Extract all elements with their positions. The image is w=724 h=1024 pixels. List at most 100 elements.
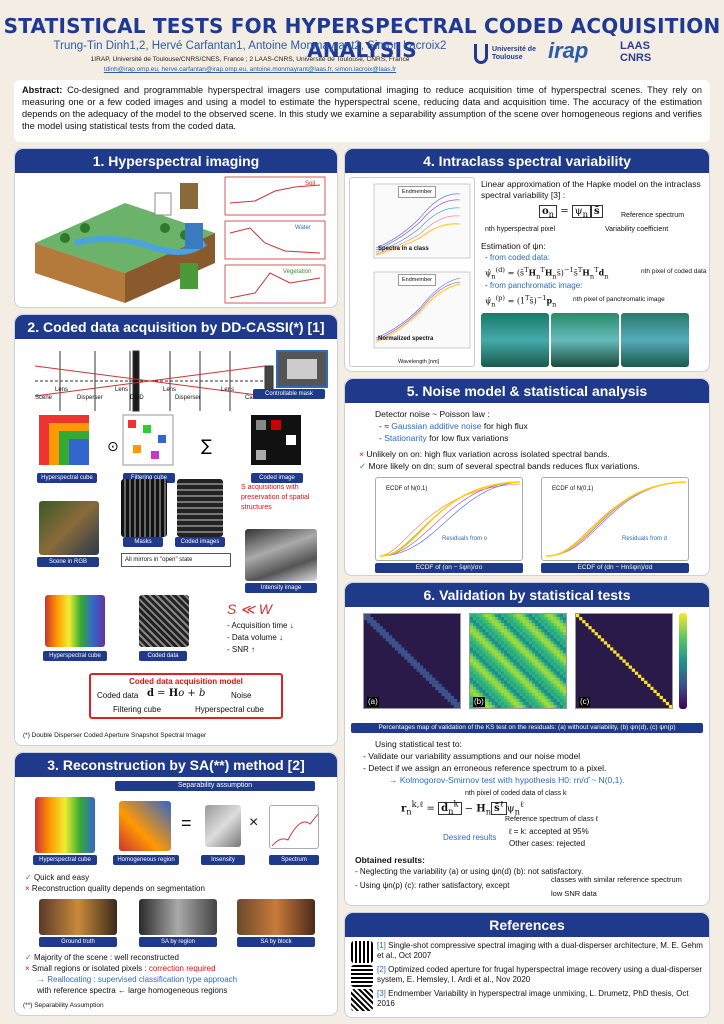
label-sa-homog: Homogeneous region xyxy=(113,855,179,865)
endmember-legend-2: Endmember xyxy=(398,274,436,286)
model-filtering: Filtering cube xyxy=(113,705,162,714)
residual-equation: rnk,ℓ = dnk − Hn s̄ℓ ψnℓ xyxy=(401,799,524,817)
label-sa-insensity: Insensity xyxy=(201,855,245,865)
footnote-ddcassi: (*) Double Disperser Coded Aperture Snap… xyxy=(23,732,207,739)
label-intensity: Intensity image xyxy=(245,583,317,593)
panel-title: 4. Intraclass spectral variability xyxy=(345,149,709,173)
label-controllable-mask: Controllable mask xyxy=(253,389,325,399)
obtained-2b: low SNR data xyxy=(551,889,597,898)
heatmap-label-a: (a) xyxy=(367,697,379,707)
spectrum-curve-icon xyxy=(271,813,319,847)
heatmap-c-grid xyxy=(576,614,673,709)
unlikely-on: × Unlikely on on: high flux variation ac… xyxy=(359,449,610,459)
emails[interactable]: tdinh@irap.omp.eu, herve.carfantan@irap.… xyxy=(103,66,397,73)
model-noise: Noise xyxy=(231,691,252,700)
panel-title: 5. Noise model & statistical analysis xyxy=(345,379,709,403)
heatmap-b xyxy=(469,613,567,709)
desired-results: Desired results xyxy=(443,833,497,842)
masks-stack xyxy=(121,479,167,537)
acquisitions-text: S acquisitions with preservation of spat… xyxy=(241,484,310,511)
water-label: Water xyxy=(295,225,311,231)
psi-map xyxy=(481,313,549,367)
pan-estimate-equation: ψ̂n(p) = (1Ts̄)−1pn xyxy=(485,294,557,309)
dd-cassi-optical-diagram xyxy=(34,350,328,412)
panel-coded-acquisition: 2. Coded data acquisition by DD-CASSI(*)… xyxy=(14,314,338,746)
label-lens-2: Lens xyxy=(115,387,129,393)
heatmap-caption: Percentages map of validation of the KS … xyxy=(351,723,703,733)
ecdf-label-d: ECDF of N(0,1) xyxy=(552,484,594,494)
panel-title: References xyxy=(345,913,709,937)
qr-code-3[interactable] xyxy=(351,989,373,1011)
panel-title: 2. Coded data acquisition by DD-CASSI(*)… xyxy=(15,315,337,339)
nth-coded-label: nth pixel of coded data xyxy=(641,268,707,275)
pro-quick: ✓ Quick and easy xyxy=(25,873,90,882)
reallocating-2: with reference spectra ← large homogeneo… xyxy=(37,986,228,995)
panel-reconstruction: 3. Reconstruction by SA(**) method [2] S… xyxy=(14,752,338,1016)
panel-hyperspectral-imaging: 1. Hyperspectral imaging Soil Water Vege… xyxy=(14,148,338,308)
from-coded-data: - from coded data: xyxy=(485,253,550,262)
label-hyperspectral-cube-2: Hyperspectral cube xyxy=(43,651,107,661)
qr-code-2[interactable] xyxy=(351,965,373,987)
hapke-equation: on = ψn s̄ xyxy=(539,205,603,219)
affiliations: 1IRAP, Université de Toulouse/CNRS/CNES,… xyxy=(90,56,410,63)
obtained-1: - Neglecting the variability (a) or usin… xyxy=(355,867,584,876)
model-box: Coded data acquisition model Coded data … xyxy=(89,673,283,719)
sa-region-image xyxy=(139,899,217,935)
label-coded-image: Coded image xyxy=(251,473,303,483)
ecdf-d-caption: ECDF of (dn − Hns̄ψn)/σd xyxy=(541,563,689,573)
ks-test: → Kolmogorov-Smirnov test with hypothesi… xyxy=(389,775,625,785)
footnote-sa: (**) Separability Assumption xyxy=(23,1002,104,1009)
var-coef-label: Variability coefficient xyxy=(605,226,669,233)
from-pan: - from panchromatic image: xyxy=(485,281,583,290)
heatmap-a-grid xyxy=(364,614,461,709)
panel-intraclass-variability: 4. Intraclass spectral variability Endme… xyxy=(344,148,710,372)
ref-l-label: Reference spectrum of class ℓ xyxy=(505,816,598,823)
reallocating: → Reallocating : supervised classificati… xyxy=(37,975,238,984)
ut-logo: Université de Toulouse xyxy=(474,42,544,68)
sa-block-image xyxy=(237,899,315,935)
ecdf-o-caption: ECDF of (on − s̄ψn)/σo xyxy=(375,563,523,573)
con-segmentation: × Reconstruction quality depends on segm… xyxy=(25,884,205,893)
panel-references: References [1] Single-shot compressive s… xyxy=(344,912,710,1018)
coded-data-stack xyxy=(139,595,189,647)
detect-item: - Detect if we assign an erroneous refer… xyxy=(363,763,607,773)
residuals-d-label: Residuals from d xyxy=(622,534,668,544)
model-title: Coded data acquisition model xyxy=(129,677,243,686)
label-sa-hcube: Hyperspectral cube xyxy=(33,855,97,865)
validate-item: - Validate our variability assumptions a… xyxy=(363,751,581,761)
soil-label: Soil xyxy=(305,181,316,187)
likely-dn: ✓ More likely on dn: sum of several spec… xyxy=(359,461,640,471)
separability-banner: Separability assumption xyxy=(115,781,315,791)
coded-estimate-equation: ψ̂n(d) = (s̄THnTHns̄)−1s̄THnTdn xyxy=(485,266,609,281)
ecdf-plot-o: ECDF of N(0,1) Residuals from o xyxy=(375,477,523,561)
heatmap-b-grid xyxy=(470,614,567,709)
ground-truth-image xyxy=(39,899,117,935)
svg-text:∑: ∑ xyxy=(201,436,212,455)
intensity-image xyxy=(245,529,317,581)
endmember-legend-1: Endmember xyxy=(398,186,436,198)
stationarity: - Stationarity for low flux variations xyxy=(379,433,509,443)
spectra-class-label: Spectra in a class xyxy=(378,246,429,252)
abstract: Abstract: Co-designed and programmable h… xyxy=(14,80,710,142)
nth-pan-label: nth pixel of panchromatic image xyxy=(573,296,665,303)
label-sa-region: SA by region xyxy=(139,937,217,947)
model-coded-data: Coded data xyxy=(97,691,139,700)
label-gt: Ground truth xyxy=(39,937,117,947)
reference-1: [1] Single-shot compressive spectral ima… xyxy=(377,941,703,960)
acquisition-time: - Acquisition time ↓ xyxy=(227,621,294,630)
psi-d-map xyxy=(551,313,619,367)
spectra-plot: Endmember Spectra in a class Endmember N… xyxy=(349,177,475,367)
desired-1: ℓ = k: accepted at 95% xyxy=(509,827,589,836)
sa-hcube xyxy=(35,797,95,853)
ecdf-label-o: ECDF of N(0,1) xyxy=(386,484,428,494)
residuals-o-label: Residuals from o xyxy=(442,534,488,544)
qr-code-1[interactable] xyxy=(351,941,373,963)
nth-pixel-label: nth hyperspectral pixel xyxy=(485,226,556,233)
cube-equation-diagram: ⊙ ∑ xyxy=(39,414,301,466)
laas-logo: LAAS CNRS xyxy=(620,40,652,64)
all-mirrors-label: All mirrors in "open" state xyxy=(121,553,231,567)
using-label: Using statistical test to: xyxy=(375,739,462,749)
obtained-label: Obtained results: xyxy=(355,855,425,865)
heatmap-label-b: (b) xyxy=(473,697,485,707)
irap-logo: irap xyxy=(548,38,589,63)
